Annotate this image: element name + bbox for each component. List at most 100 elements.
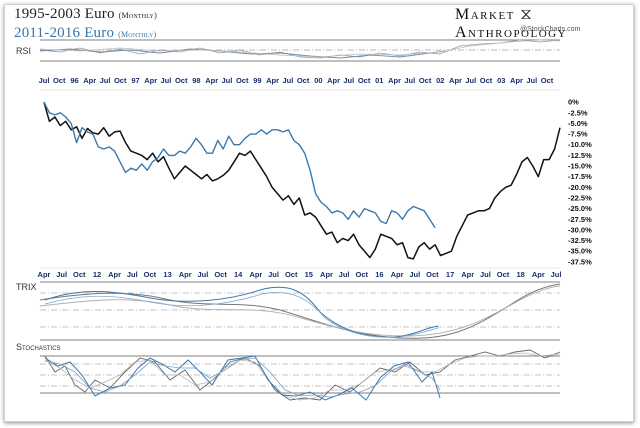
- chart-frame: [4, 4, 634, 422]
- top-axis-tick-label: Jul: [282, 76, 293, 85]
- bottom-axis-tick-label: Oct: [426, 270, 439, 279]
- top-axis-ticks: Jul Oct 96 Apr Jul Oct 97 Apr Jul Oct 98 Apr Jul Oct 9…: [39, 76, 554, 85]
- y-tick-label: -32.5%: [568, 236, 592, 245]
- top-axis-tick-label: Oct: [53, 76, 66, 85]
- y-tick-label: -25.0%: [568, 204, 592, 213]
- bottom-axis-tick-label: Jul: [480, 270, 491, 279]
- top-axis-tick-label: Apr: [449, 76, 462, 85]
- top-axis-tick-label: Jul: [39, 76, 50, 85]
- bottom-axis-tick-label: Jul: [551, 270, 562, 279]
- brand-logo: Market ⧖ Anthropology: [455, 6, 640, 42]
- stochastics-panel: [40, 349, 561, 401]
- y-tick-label: -12.5%: [568, 151, 592, 160]
- top-axis-tick-label: 03: [497, 76, 505, 85]
- bottom-axis-tick-label: 15: [305, 270, 313, 279]
- bottom-axis-tick-label: 14: [234, 270, 243, 279]
- top-axis-tick-label: Oct: [175, 76, 188, 85]
- bottom-axis-tick-label: Apr: [108, 270, 121, 279]
- dna-icon: ⧖: [520, 6, 534, 23]
- top-axis-tick-label: 00: [314, 76, 322, 85]
- bottom-axis-tick-label: Apr: [38, 270, 51, 279]
- bottom-axis-tick-label: Apr: [391, 270, 404, 279]
- bottom-axis-tick-label: Oct: [214, 270, 227, 279]
- top-axis-tick-label: 02: [436, 76, 444, 85]
- watermark: @StockCharts.com: [520, 26, 581, 33]
- y-tick-label: -17.5%: [568, 172, 592, 181]
- top-axis-tick-label: Apr: [144, 76, 157, 85]
- y-tick-label: -7.5%: [568, 130, 588, 139]
- top-axis-tick-label: Oct: [114, 76, 127, 85]
- bottom-axis-tick-label: 17: [446, 270, 454, 279]
- top-axis-tick-label: 99: [253, 76, 261, 85]
- top-axis-tick-label: 01: [375, 76, 383, 85]
- bottom-axis-tick-label: Apr: [179, 270, 192, 279]
- y-tick-label: -15.0%: [568, 162, 592, 171]
- bottom-axis-tick-label: Apr: [320, 270, 333, 279]
- top-axis-tick-label: Oct: [480, 76, 493, 85]
- bottom-axis-tick-label: 13: [163, 270, 171, 279]
- top-axis-tick-label: Apr: [83, 76, 96, 85]
- y-tick-label: -20.0%: [568, 183, 592, 192]
- title-line-2-sub: (Monthly): [118, 30, 157, 39]
- bottom-axis-tick-label: Jul: [268, 270, 279, 279]
- y-tick-label: -35.0%: [568, 247, 592, 256]
- top-axis-tick-label: Jul: [343, 76, 354, 85]
- y-axis-ticks: 0%-2.5% -5.0% -7.5%-10.0% -12.5% -15.0%-17.5…: [568, 98, 592, 267]
- bottom-axis-tick-label: Apr: [532, 270, 545, 279]
- bottom-axis-tick-label: Oct: [497, 270, 510, 279]
- bottom-axis-tick-label: Jul: [339, 270, 350, 279]
- series-line-1: [43, 101, 561, 260]
- top-axis-tick-label: Jul: [160, 76, 171, 85]
- bottom-axis-tick-label: Jul: [56, 270, 67, 279]
- trix-panel: [39, 281, 561, 341]
- top-axis-tick-label: Oct: [236, 76, 249, 85]
- rsi-panel: [39, 39, 561, 62]
- top-axis-tick-label: Oct: [541, 76, 554, 85]
- y-tick-label: -37.5%: [568, 257, 592, 266]
- top-axis-tick-label: Apr: [266, 76, 279, 85]
- bottom-axis-tick-label: Jul: [127, 270, 138, 279]
- top-axis-tick-label: 97: [131, 76, 139, 85]
- y-tick-label: -10.0%: [568, 140, 592, 149]
- y-tick-label: -22.5%: [568, 194, 592, 203]
- series-line-2: [43, 101, 436, 229]
- top-axis-tick-label: 98: [192, 76, 200, 85]
- main-plot: [40, 89, 561, 269]
- bottom-axis-tick-label: Apr: [249, 270, 262, 279]
- bottom-axis-tick-label: 16: [375, 270, 383, 279]
- top-axis-tick-label: Apr: [388, 76, 401, 85]
- top-axis-tick-label: Apr: [327, 76, 340, 85]
- bottom-axis-ticks: Apr Jul Oct 12 Apr Jul Oct 13 Apr Jul Oct 14 Apr Jul O…: [38, 270, 562, 279]
- rsi-label: RSI: [16, 46, 32, 56]
- bottom-axis-tick-label: Oct: [356, 270, 369, 279]
- bottom-axis-tick-label: Apr: [461, 270, 474, 279]
- bottom-axis-tick-label: Oct: [144, 270, 157, 279]
- brand-right: Anthropology: [455, 24, 568, 41]
- y-tick-label: -30.0%: [568, 225, 592, 234]
- title-line-1-sub: (Monthly): [118, 11, 157, 20]
- top-axis-tick-label: Oct: [358, 76, 371, 85]
- stochastics-label: Stochastics: [16, 342, 61, 352]
- bottom-axis-tick-label: Jul: [197, 270, 208, 279]
- top-axis-tick-label: Apr: [510, 76, 523, 85]
- top-axis-tick-label: Oct: [419, 76, 432, 85]
- bottom-axis-tick-label: Jul: [409, 270, 420, 279]
- y-tick-label: 0%: [568, 98, 579, 107]
- bottom-axis-tick-label: 12: [93, 270, 101, 279]
- title-line-2: 2011-2016 Euro (Monthly): [14, 25, 157, 41]
- top-axis-tick-label: Jul: [465, 76, 476, 85]
- top-axis-tick-label: Jul: [404, 76, 415, 85]
- top-axis-tick-label: Jul: [100, 76, 111, 85]
- brand-left: Market: [455, 6, 515, 23]
- top-axis-tick-label: 96: [70, 76, 78, 85]
- y-tick-label: -27.5%: [568, 215, 592, 224]
- title-line-1: 1995-2003 Euro (Monthly): [14, 6, 157, 22]
- y-tick-label: -2.5%: [568, 108, 588, 117]
- top-axis-tick-label: Jul: [221, 76, 232, 85]
- bottom-axis-tick-label: Oct: [285, 270, 298, 279]
- bottom-axis-tick-label: Oct: [73, 270, 86, 279]
- top-axis-tick-label: Oct: [297, 76, 310, 85]
- bottom-axis-tick-label: 18: [517, 270, 525, 279]
- trix-label: TRIX: [16, 282, 37, 292]
